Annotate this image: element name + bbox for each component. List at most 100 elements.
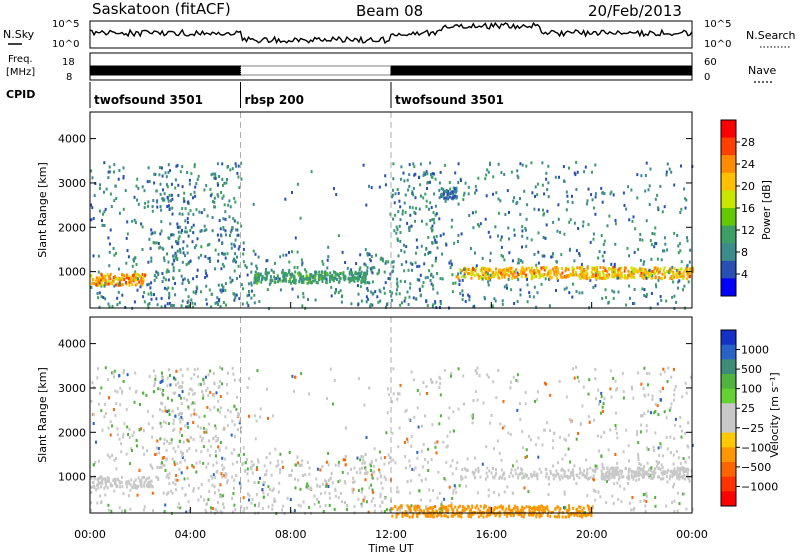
power-cell — [250, 262, 253, 266]
velocity-cell — [113, 375, 115, 379]
velocity-cell — [521, 430, 524, 434]
power-cell — [459, 271, 462, 275]
power-cell — [676, 276, 679, 279]
power-cell — [575, 187, 578, 191]
power-cell — [443, 196, 446, 200]
power-cell — [143, 189, 146, 193]
velocity-cell — [609, 467, 612, 471]
power-cell — [457, 181, 460, 184]
velocity-cell — [145, 393, 148, 397]
power-cell — [481, 271, 484, 275]
power-cell — [155, 189, 158, 193]
power-cell — [670, 170, 673, 174]
power-cell — [141, 273, 144, 277]
power-cell — [566, 200, 569, 204]
velocity-cell — [147, 422, 150, 426]
velocity-cell — [474, 456, 476, 460]
power-cell — [516, 174, 519, 178]
velocity-cell — [558, 380, 561, 383]
power-cell — [536, 193, 539, 197]
power-cell — [555, 274, 558, 278]
power-cell — [301, 261, 304, 265]
power-cell — [561, 267, 564, 270]
velocity-cell — [353, 505, 356, 508]
power-cell — [139, 278, 142, 282]
velocity-cell — [205, 428, 208, 432]
power-cell — [265, 277, 268, 281]
velocity-cell — [452, 491, 455, 495]
power-cell — [237, 264, 240, 268]
velocity-cell — [524, 390, 527, 394]
power-cell — [494, 299, 497, 303]
power-cell — [228, 215, 231, 219]
velocity-cell — [515, 378, 518, 382]
power-cell — [197, 256, 200, 260]
power-cell — [624, 266, 627, 270]
power-cell — [594, 284, 597, 288]
power-cell — [123, 278, 126, 282]
velocity-cell — [636, 433, 638, 437]
power-cell — [655, 285, 658, 289]
velocity-cell — [488, 469, 491, 473]
velocity-cell — [477, 466, 480, 470]
velocity-cell — [637, 471, 640, 475]
power-cell — [682, 288, 684, 292]
velocity-cell — [559, 477, 562, 481]
velocity-cell — [691, 443, 694, 447]
power-cell — [112, 279, 115, 283]
power-cell — [140, 282, 143, 286]
velocity-cell — [213, 382, 216, 386]
power-cell — [286, 273, 289, 277]
power-cell — [569, 247, 571, 251]
power-cell — [136, 282, 139, 286]
power-cell — [411, 190, 414, 194]
power-cell — [517, 273, 520, 277]
power-cell — [427, 251, 430, 255]
power-cell — [325, 281, 328, 285]
velocity-cell — [672, 462, 675, 466]
velocity-cell — [363, 466, 366, 470]
colorbar-tick-label: −1000 — [741, 480, 778, 493]
velocity-cell — [483, 506, 485, 510]
velocity-cell — [622, 450, 625, 454]
power-cell — [484, 277, 487, 281]
velocity-cell — [647, 393, 650, 397]
velocity-cell — [322, 510, 325, 513]
power-cell — [152, 199, 155, 202]
power-cell — [326, 273, 329, 277]
velocity-cell — [637, 371, 640, 375]
velocity-cell — [353, 480, 356, 484]
power-cell — [384, 174, 387, 178]
velocity-cell — [524, 402, 527, 406]
velocity-cell — [440, 514, 443, 518]
velocity-cell — [646, 446, 649, 450]
power-cell — [443, 163, 446, 167]
power-cell — [415, 238, 418, 242]
power-cell — [359, 253, 362, 257]
power-cell — [195, 244, 198, 248]
power-cell — [565, 267, 568, 271]
velocity-cell — [371, 488, 374, 492]
power-cell — [228, 199, 231, 203]
power-cell — [315, 270, 318, 274]
velocity-cell — [300, 372, 303, 376]
velocity-cell — [536, 398, 539, 402]
velocity-cell — [581, 473, 584, 477]
power-cell — [530, 238, 533, 242]
power-cell — [111, 304, 114, 308]
velocity-cell — [548, 482, 551, 486]
power-cell — [101, 279, 104, 283]
power-cell — [537, 208, 540, 212]
power-cell — [234, 252, 237, 256]
velocity-cell — [182, 452, 185, 455]
velocity-cell — [525, 474, 528, 478]
power-cell — [594, 192, 597, 196]
velocity-cell — [203, 430, 206, 434]
power-cell — [426, 275, 429, 279]
freq-tick-top: 18 — [62, 57, 75, 68]
velocity-cell — [563, 470, 566, 474]
power-cell — [146, 283, 149, 287]
power-cell — [500, 253, 503, 257]
velocity-cell — [633, 507, 636, 510]
power-cell — [141, 248, 144, 251]
